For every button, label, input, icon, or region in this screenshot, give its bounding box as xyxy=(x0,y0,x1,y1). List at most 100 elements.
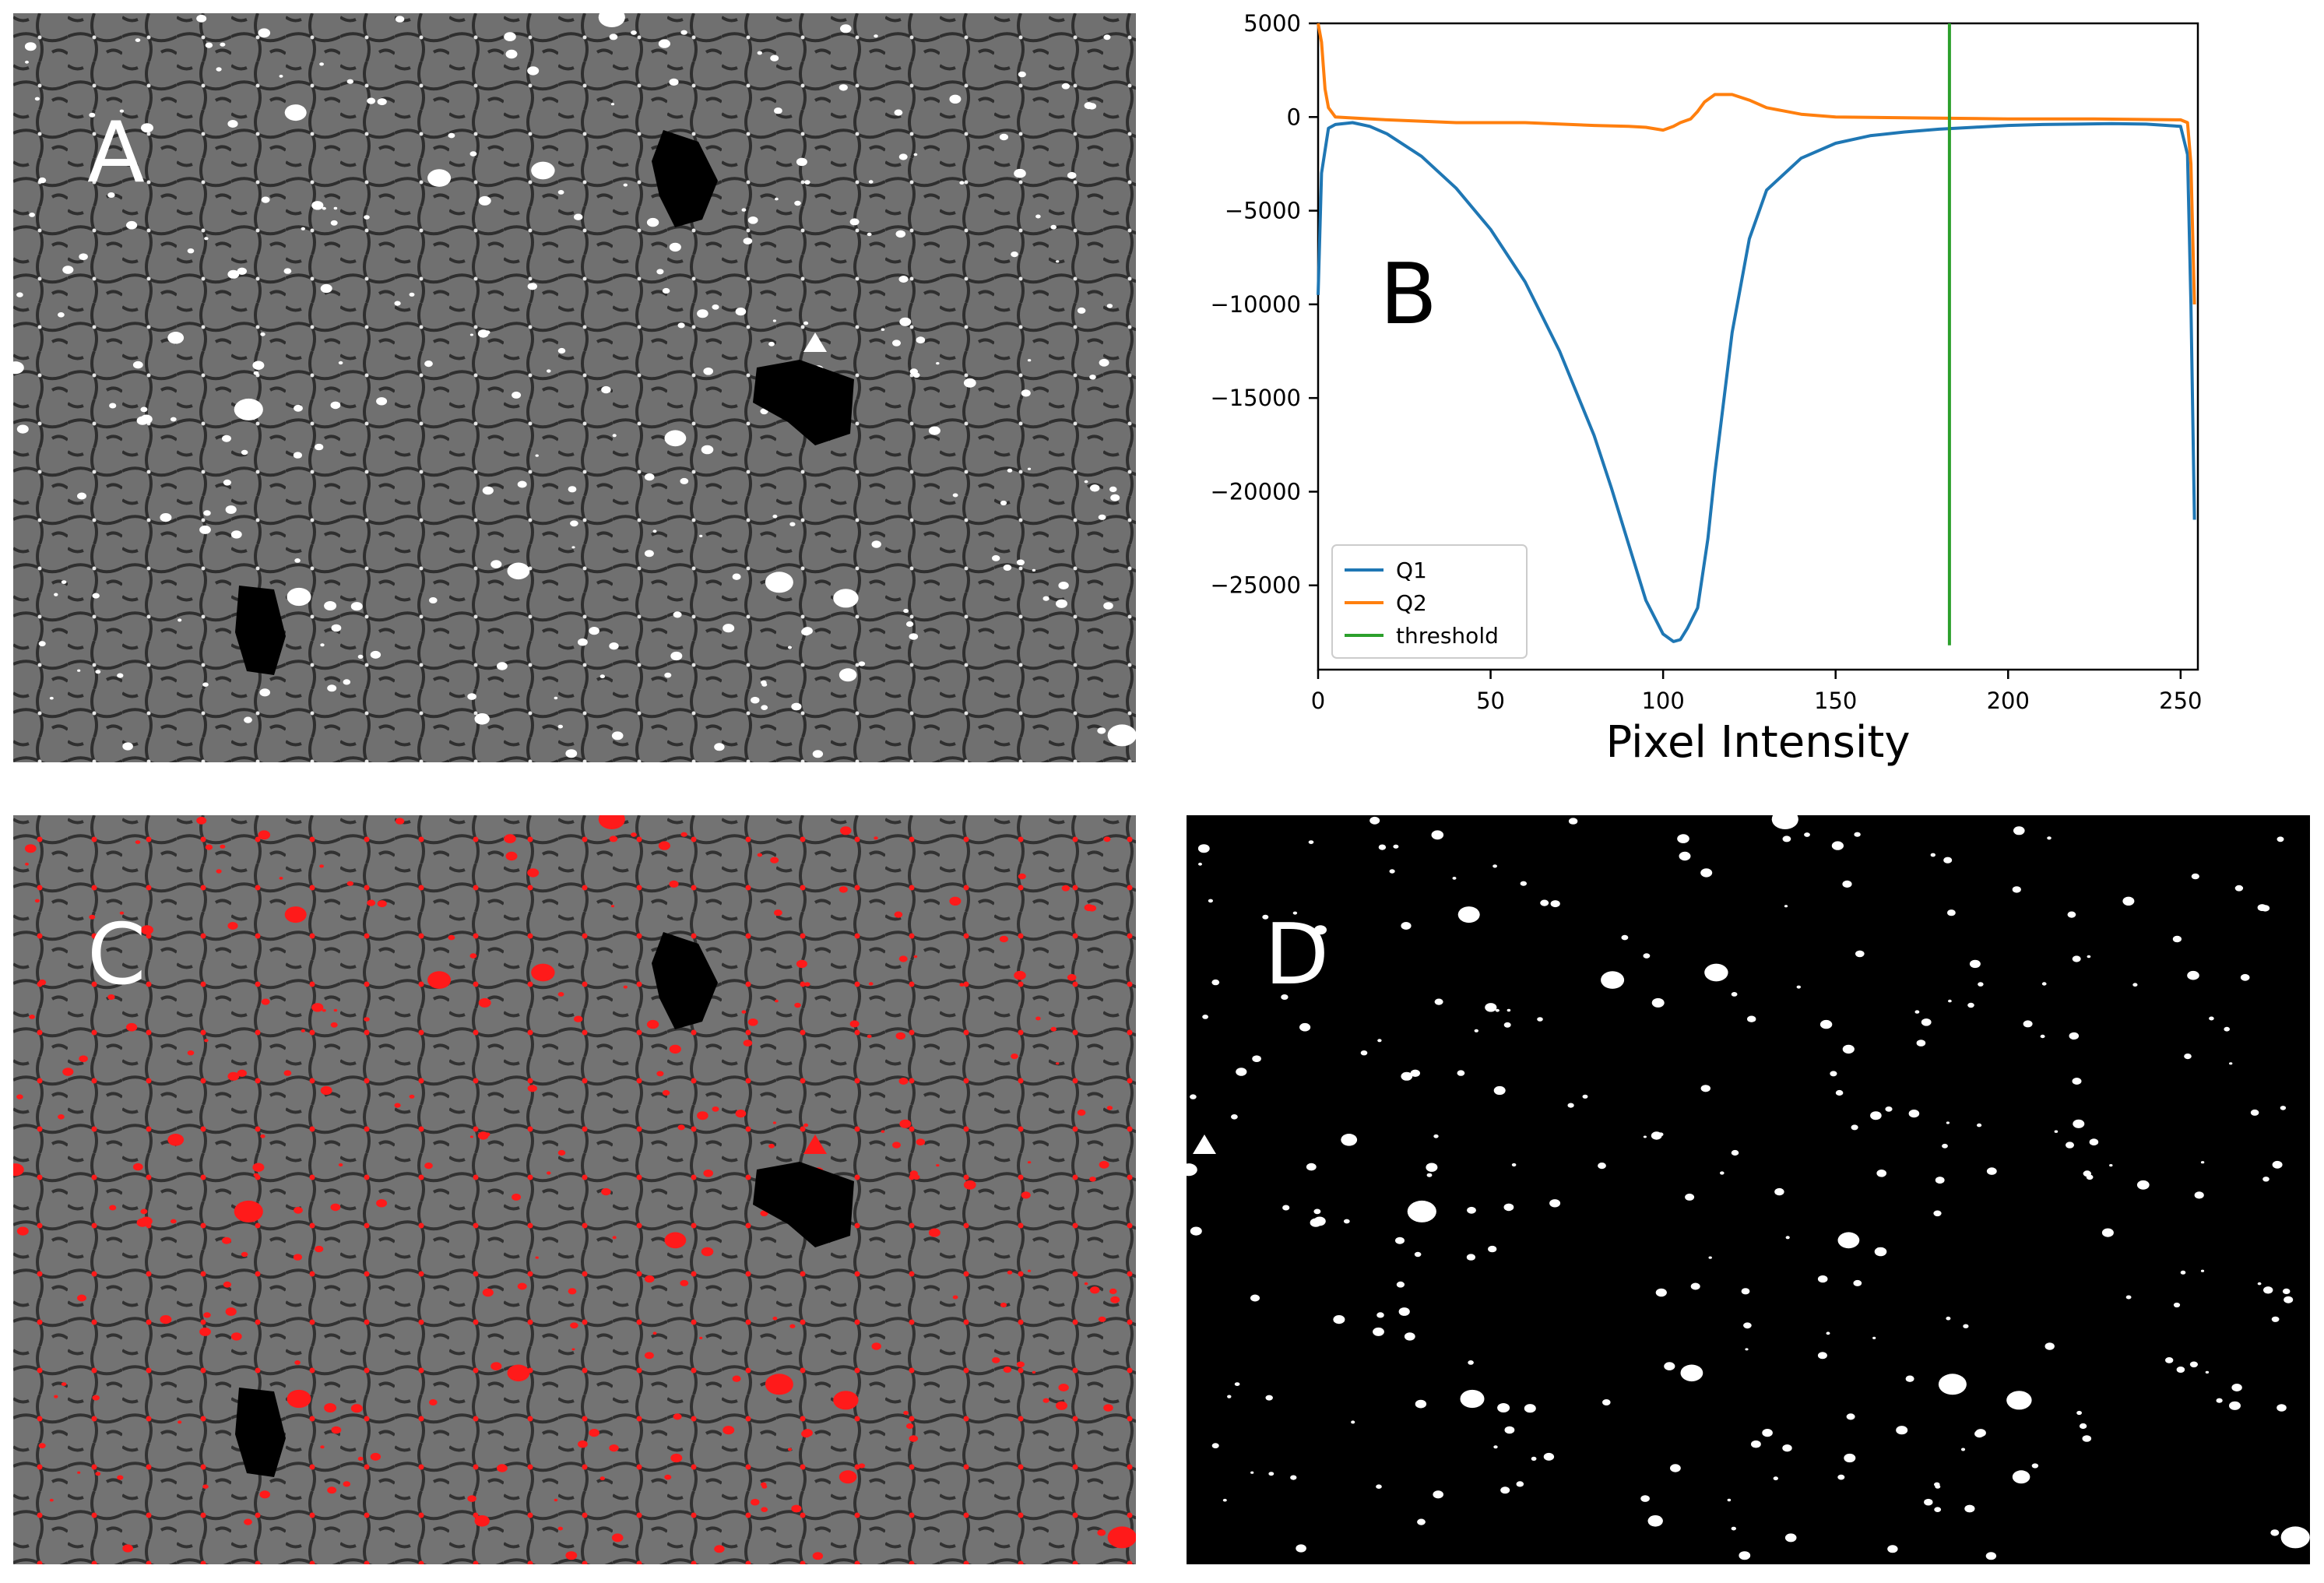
panel-label-a: A xyxy=(87,104,145,202)
particle-spot xyxy=(992,1357,1000,1363)
particle-spot xyxy=(327,684,337,692)
legend-label-q2: Q2 xyxy=(1396,590,1427,616)
particle-spot xyxy=(376,1199,388,1208)
particle-spot xyxy=(1921,1018,1932,1026)
particle-spot xyxy=(1265,1395,1273,1401)
y-tick-label: −10000 xyxy=(1210,291,1301,318)
particle-spot xyxy=(1016,1361,1025,1368)
particle-spot xyxy=(2229,1062,2233,1065)
particle-spot xyxy=(1103,1404,1113,1412)
particle-spot xyxy=(160,1315,172,1324)
particle-spot xyxy=(1056,1401,1067,1410)
particle-spot xyxy=(609,1444,619,1452)
particle-spot xyxy=(507,1364,530,1382)
particle-spot xyxy=(2109,1164,2113,1167)
particle-spot xyxy=(723,624,735,633)
micrograph-panel-c: C xyxy=(13,815,1136,1564)
particle-spot xyxy=(505,851,518,861)
particle-spot xyxy=(812,750,824,758)
particle-spot xyxy=(623,183,628,187)
particle-spot xyxy=(1474,1029,1478,1032)
particle-spot xyxy=(343,679,351,685)
particle-spot xyxy=(913,955,918,959)
particle-spot xyxy=(697,1111,708,1120)
particle-spot xyxy=(554,696,558,700)
particle-spot xyxy=(531,161,555,180)
particle-spot xyxy=(1434,998,1443,1005)
particle-spot xyxy=(196,816,207,825)
particle-spot xyxy=(330,1203,341,1212)
particle-spot xyxy=(1360,1050,1368,1056)
particle-spot xyxy=(357,1456,364,1461)
particle-spot xyxy=(673,611,682,618)
particle-spot xyxy=(320,1445,325,1449)
particle-spot xyxy=(234,1200,263,1222)
particle-spot xyxy=(2089,1138,2099,1146)
particle-spot xyxy=(1602,1399,1611,1405)
particle-spot xyxy=(220,42,226,47)
particle-spot xyxy=(1058,1384,1069,1391)
particle-spot xyxy=(2234,885,2244,892)
y-tick-label: −5000 xyxy=(1225,198,1301,224)
particle-spot xyxy=(565,1551,578,1560)
particle-spot xyxy=(2200,1161,2205,1164)
particle-spot xyxy=(1190,1226,1202,1236)
particle-spot xyxy=(656,269,664,275)
particle-spot xyxy=(652,1331,657,1335)
particle-spot xyxy=(253,1173,259,1177)
particle-spot xyxy=(244,716,252,723)
particle-spot xyxy=(1190,1094,1197,1099)
particle-spot xyxy=(1887,1545,1898,1553)
particle-spot xyxy=(203,510,211,516)
particle-spot xyxy=(1097,1529,1106,1536)
particle-spot xyxy=(216,67,222,72)
particle-spot xyxy=(2012,886,2021,893)
particle-spot xyxy=(1831,841,1844,850)
particle-spot xyxy=(1700,868,1713,878)
particle-spot xyxy=(187,1050,195,1056)
particle-spot xyxy=(187,248,195,254)
particle-spot xyxy=(804,180,810,185)
particle-spot xyxy=(1804,832,1810,837)
particle-spot xyxy=(283,1070,292,1076)
particle-spot xyxy=(1601,971,1625,989)
particle-spot xyxy=(16,1094,23,1099)
particle-spot xyxy=(474,1515,490,1527)
particle-spot xyxy=(58,312,65,318)
particle-spot xyxy=(1531,1456,1537,1461)
particle-spot xyxy=(1679,851,1691,861)
particle-spot xyxy=(1090,1286,1100,1294)
particle-spot xyxy=(751,1498,760,1506)
particle-spot xyxy=(1056,1062,1060,1065)
particle-spot xyxy=(1351,1420,1355,1424)
particle-spot xyxy=(928,1228,940,1237)
particle-spot xyxy=(1853,1279,1862,1286)
particle-spot xyxy=(1837,1232,1860,1249)
particle-spot xyxy=(1341,1134,1358,1146)
particle-spot xyxy=(772,1316,778,1321)
particle-spot xyxy=(631,30,637,35)
particle-spot xyxy=(1568,818,1578,825)
particle-spot xyxy=(1643,1135,1647,1138)
particle-spot xyxy=(1819,1019,1833,1029)
particle-spot xyxy=(656,1071,664,1077)
particle-spot xyxy=(77,669,81,672)
particle-spot xyxy=(409,292,415,297)
particle-spot xyxy=(1290,1475,1297,1480)
particle-spot xyxy=(1007,468,1013,473)
particle-spot xyxy=(2280,1526,2310,1549)
x-tick-label: 100 xyxy=(1641,688,1684,714)
particle-spot xyxy=(301,227,305,230)
particle-spot xyxy=(2076,1410,2082,1416)
particle-spot xyxy=(589,627,599,635)
particle-spot xyxy=(253,371,259,375)
particle-spot xyxy=(1784,1533,1797,1543)
particle-spot xyxy=(1401,922,1412,930)
particle-spot xyxy=(2272,1160,2283,1169)
particle-spot xyxy=(2257,1282,2262,1286)
particle-spot xyxy=(652,529,657,533)
particle-spot xyxy=(761,1507,768,1512)
particle-spot xyxy=(787,1448,793,1451)
particle-spot xyxy=(227,120,238,128)
particle-spot xyxy=(1021,389,1031,397)
